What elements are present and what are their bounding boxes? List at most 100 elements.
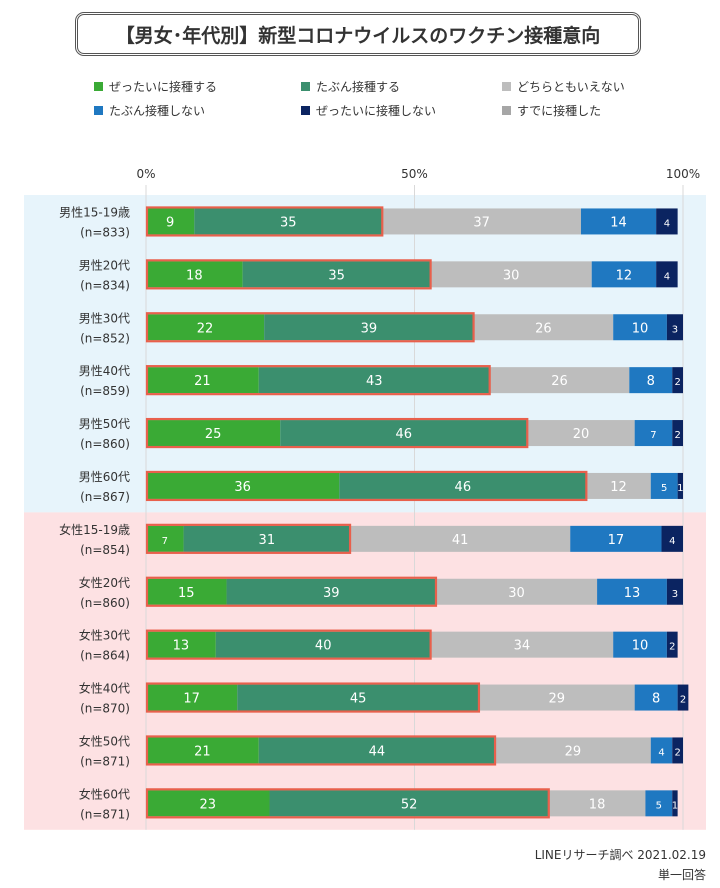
category-n-label: (n=833) <box>80 225 130 239</box>
bar-segment <box>634 684 678 711</box>
answer-type-note: 単一回答 <box>657 868 706 882</box>
bar-segment <box>672 367 683 394</box>
legend-item: すでに接種した <box>502 102 601 119</box>
bar-segment <box>613 314 667 341</box>
highlight-outline <box>145 206 384 237</box>
category-n-label: (n=834) <box>80 278 130 292</box>
data-label: 21 <box>194 374 211 389</box>
category-label: 男性60代 <box>79 470 130 484</box>
bar-segment <box>570 525 662 552</box>
category-label: 女性50代 <box>79 733 130 748</box>
bar-segment <box>580 208 657 235</box>
bar-segment <box>226 578 436 605</box>
data-label: 26 <box>535 321 552 336</box>
bar-segment <box>672 420 683 447</box>
category-label: 男性40代 <box>79 364 130 378</box>
data-label: 30 <box>503 268 520 283</box>
data-label: 4 <box>669 536 675 547</box>
highlight-outline <box>145 576 438 607</box>
highlight-outline <box>145 470 588 502</box>
bar-segment <box>339 472 587 499</box>
data-label: 10 <box>632 321 649 336</box>
data-label: 26 <box>551 374 568 389</box>
legend-swatch <box>502 106 511 115</box>
category-label: 男性20代 <box>79 258 130 272</box>
bar-segment <box>350 525 571 552</box>
data-label: 10 <box>632 639 649 654</box>
legend-item: どちらともいえない <box>502 78 625 95</box>
bar-segment <box>146 737 259 764</box>
data-label: 3 <box>672 324 678 335</box>
data-label: 4 <box>658 747 664 758</box>
category-label: 女性15-19歳 <box>59 522 130 537</box>
group-background-male <box>24 195 706 513</box>
data-label: 37 <box>473 215 490 230</box>
data-label: 29 <box>549 692 566 707</box>
bar-segment <box>629 367 673 394</box>
data-label: 7 <box>162 536 168 547</box>
bar-segment <box>650 737 673 764</box>
category-label: 女性20代 <box>79 575 130 590</box>
data-label: 18 <box>186 268 203 283</box>
bar-segment <box>146 631 216 658</box>
data-label: 4 <box>664 218 670 229</box>
legend-label: どちらともいえない <box>517 80 625 94</box>
category-n-label: (n=870) <box>80 702 130 716</box>
data-label: 1 <box>677 483 683 494</box>
data-label: 30 <box>508 586 525 601</box>
data-label: 12 <box>610 480 627 495</box>
bar-segment <box>264 314 474 341</box>
bar-segment <box>677 472 683 499</box>
bar-segment <box>672 737 683 764</box>
highlight-outline <box>145 523 352 554</box>
bar-segment <box>527 420 635 447</box>
data-label: 13 <box>624 586 641 601</box>
bar-segment <box>645 790 673 817</box>
data-label: 9 <box>166 215 174 230</box>
legend-label: ぜったいに接種する <box>109 80 218 94</box>
bar-segment <box>215 631 431 658</box>
data-label: 22 <box>197 321 214 336</box>
bar-segment <box>382 208 581 235</box>
bar-segment <box>258 367 490 394</box>
legend-item: ぜったいに接種しない <box>301 102 436 119</box>
source-note: LINEリサーチ調べ 2021.02.19 <box>534 848 706 862</box>
data-label: 29 <box>565 744 582 759</box>
bar-segment <box>146 578 227 605</box>
data-label: 41 <box>452 533 469 548</box>
data-label: 25 <box>205 427 222 442</box>
legend-label: ぜったいに接種しない <box>316 104 437 118</box>
bar-segment <box>613 631 667 658</box>
bar-segment <box>430 631 614 658</box>
bar-segment <box>146 208 195 235</box>
category-n-label: (n=871) <box>80 807 130 821</box>
legend-swatch <box>94 106 103 115</box>
bar-segment <box>656 208 678 235</box>
category-n-label: (n=859) <box>80 384 130 398</box>
data-label: 36 <box>234 480 251 495</box>
legend-label: たぶん接種しない <box>109 104 206 118</box>
bar-segment <box>656 261 678 288</box>
bar-segment <box>597 578 667 605</box>
bar-segment <box>666 578 683 605</box>
bar-segment <box>258 737 496 764</box>
data-label: 1 <box>672 800 678 811</box>
data-label: 5 <box>661 483 667 494</box>
data-label: 46 <box>395 427 412 442</box>
bar-segment <box>661 525 683 552</box>
highlight-outline <box>145 735 497 766</box>
data-label: 2 <box>669 642 675 653</box>
category-label: 女性40代 <box>79 681 130 696</box>
bar-segment <box>430 261 592 288</box>
data-label: 17 <box>183 692 200 707</box>
data-label: 44 <box>369 744 386 759</box>
highlight-outline <box>145 417 529 449</box>
data-label: 13 <box>173 639 190 654</box>
data-label: 5 <box>656 800 662 811</box>
category-n-label: (n=871) <box>80 754 130 768</box>
category-label: 男性30代 <box>79 311 130 325</box>
bar-segment <box>146 684 238 711</box>
category-n-label: (n=860) <box>80 437 130 451</box>
bars: 9 35 37 14 418 35 30 12 422 39 26 10 321 43 26 8 225 46 20… <box>145 206 689 819</box>
legend-item: たぶん接種しない <box>94 102 205 119</box>
